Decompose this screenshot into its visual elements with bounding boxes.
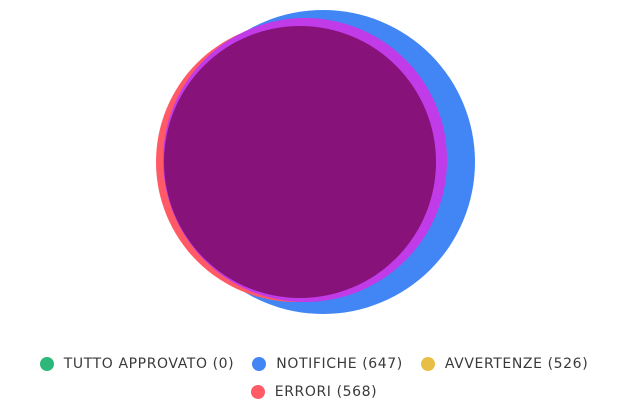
legend: TUTTO APPROVATO (0) NOTIFICHE (647) AVVE… <box>0 350 628 406</box>
legend-dot-icon <box>250 385 265 399</box>
legend-item-avvertenze[interactable]: AVVERTENZE (526) <box>420 356 589 372</box>
legend-label: TUTTO APPROVATO (0) <box>63 356 235 372</box>
circle-intersection[interactable] <box>164 26 436 298</box>
legend-label: NOTIFICHE (647) <box>276 356 403 372</box>
legend-row-1: TUTTO APPROVATO (0) NOTIFICHE (647) AVVE… <box>0 350 628 378</box>
legend-item-notifiche[interactable]: NOTIFICHE (647) <box>252 356 403 372</box>
legend-label: AVVERTENZE (526) <box>444 356 589 372</box>
legend-item-tutto-approvato[interactable]: TUTTO APPROVATO (0) <box>39 356 235 372</box>
chart-area <box>156 10 475 314</box>
legend-item-errori[interactable]: ERRORI (568) <box>250 384 378 400</box>
legend-dot-icon <box>252 357 267 371</box>
venn-chart <box>156 10 475 314</box>
legend-dot-icon <box>420 357 435 371</box>
legend-label: ERRORI (568) <box>274 384 378 400</box>
legend-row-2: ERRORI (568) <box>0 378 628 406</box>
legend-dot-icon <box>39 357 54 371</box>
